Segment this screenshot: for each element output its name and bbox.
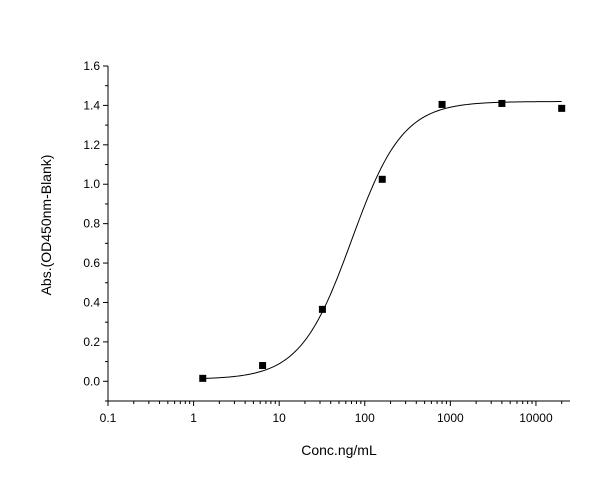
fit-curve-group bbox=[202, 101, 562, 379]
x-tick-label: 10000 bbox=[519, 411, 553, 425]
x-tick-label: 1 bbox=[190, 411, 197, 425]
data-point bbox=[199, 374, 207, 382]
data-point bbox=[259, 362, 267, 370]
y-tick-label: 1.6 bbox=[83, 59, 100, 73]
y-axis-title: Abs.(OD450nm-Blank) bbox=[38, 155, 54, 296]
y-tick-label: 1.0 bbox=[83, 177, 100, 191]
x-tick-label: 10 bbox=[272, 411, 286, 425]
data-point bbox=[438, 100, 446, 108]
x-axis-title: Conc.ng/mL bbox=[301, 442, 377, 458]
fit-curve bbox=[202, 101, 562, 379]
y-tick-label: 0.2 bbox=[83, 335, 100, 349]
data-point bbox=[318, 305, 326, 313]
data-point bbox=[378, 175, 386, 183]
data-point bbox=[498, 99, 506, 107]
y-tick-label: 1.2 bbox=[83, 138, 100, 152]
data-points bbox=[199, 99, 566, 382]
y-tick-label: 0.4 bbox=[83, 295, 100, 309]
x-tick-label: 100 bbox=[355, 411, 375, 425]
y-tick-label: 0.0 bbox=[83, 374, 100, 388]
y-tick-label: 0.8 bbox=[83, 217, 100, 231]
data-point bbox=[558, 104, 566, 112]
x-tick-label: 0.1 bbox=[100, 411, 117, 425]
y-tick-label: 1.4 bbox=[83, 98, 100, 112]
axes: 0.0 0.2 0.4 0.6 0.8 1.0 1.2 1.4 1.6 0.1 1 10 100 1000… bbox=[83, 59, 570, 425]
y-tick-label: 0.6 bbox=[83, 256, 100, 270]
x-tick-label: 1000 bbox=[437, 411, 464, 425]
